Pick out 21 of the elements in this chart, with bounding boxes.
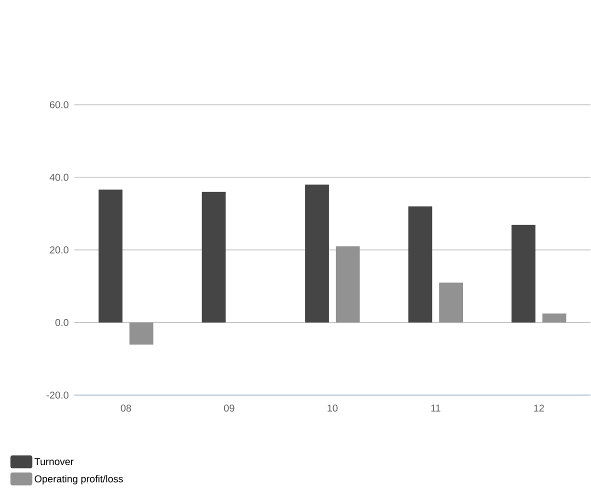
bar	[129, 322, 154, 345]
bar	[512, 224, 536, 323]
legend-label: Turnover	[34, 458, 74, 466]
bar	[542, 314, 566, 323]
bar	[439, 282, 464, 323]
bar	[202, 192, 226, 323]
y-tick-label: 0.0	[55, 319, 68, 326]
y-tick-label: -20.0	[46, 392, 68, 399]
y-tick-label: 40.0	[50, 174, 68, 181]
x-tick-label: 08	[120, 404, 132, 412]
x-tick-label: 10	[328, 404, 338, 412]
bar	[305, 184, 329, 323]
bar	[408, 206, 432, 323]
bar	[98, 190, 122, 323]
x-tick-label: 09	[224, 404, 234, 412]
y-tick-label: 20.0	[50, 246, 68, 254]
x-tick-label: 11	[431, 404, 440, 412]
x-tick-label: 12	[534, 404, 544, 412]
bar	[336, 246, 360, 323]
y-tick-label: 60.0	[50, 101, 68, 108]
legend-label: Operating profit/loss	[34, 475, 123, 484]
